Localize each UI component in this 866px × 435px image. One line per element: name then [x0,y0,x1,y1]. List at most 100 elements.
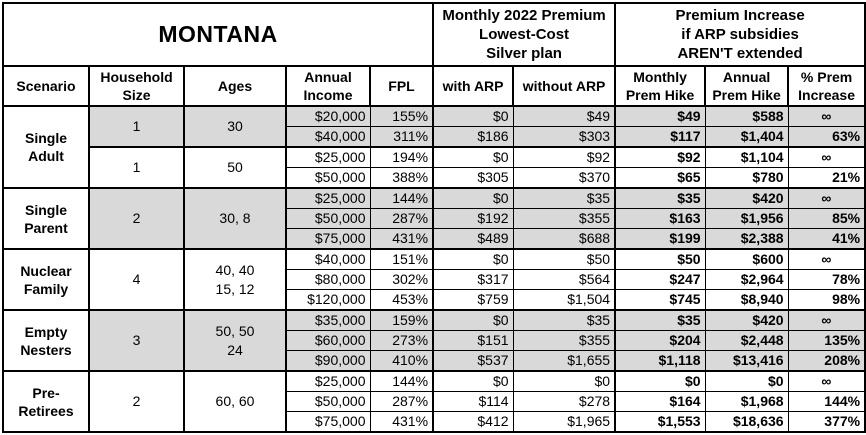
cell-monthly-prem-hike: $163 [614,208,706,229]
cell-without-arp: $564 [512,269,617,290]
col-header-annual-income: Annual Income [285,65,371,107]
cell-household-size: 2 [88,187,185,250]
table-row: 1 50 $25,000 194% $0 $92 $92 $1,104 ∞ [3,146,866,189]
cell-fpl: 410% [369,350,435,372]
cell-annual-prem-hike: $0 [704,370,789,392]
cell-annual-prem-hike: $2,388 [704,228,789,250]
cell-annual-income: $50,000 [285,391,371,412]
cell-pct-prem-increase: 144% [787,391,866,412]
cell-ages: 50, 50 24 [183,309,287,372]
cell-fpl: 311% [369,126,435,148]
cell-with-arp: $114 [432,391,514,412]
cell-with-arp: $317 [432,269,514,290]
cell-fpl: 302% [369,269,435,290]
cell-annual-income: $75,000 [285,228,371,250]
cell-without-arp: $1,504 [512,289,617,311]
cell-pct-prem-increase: 208% [787,350,866,372]
cell-annual-prem-hike: $1,404 [704,126,789,148]
table-row: Single Parent 2 30, 8 $25,000 144% $0 $35 $35 $4… [2,187,866,250]
cell-pct-prem-increase: 377% [787,411,866,433]
table-row: $50,000 287% $114 $278 $164 $1,968 144% [3,391,866,412]
state-title: MONTANA [1,2,435,67]
cell-with-arp: $192 [432,208,514,229]
increase-group-header: Premium Increase if ARP subsidies AREN'T… [614,2,866,67]
cell-without-arp: $1,655 [512,350,617,372]
cell-monthly-prem-hike: $1,118 [614,350,706,372]
cell-annual-income: $50,000 [285,167,371,189]
cell-ages: 30, 8 [183,187,287,250]
cell-pct-prem-increase: 78% [787,269,866,290]
cell-without-arp: $278 [512,391,617,412]
cell-with-arp: $537 [432,350,514,372]
cell-monthly-prem-hike: $65 [614,167,706,189]
col-header-fpl: FPL [368,65,435,107]
cell-without-arp: $355 [512,208,617,229]
cell-monthly-prem-hike: $50 [614,248,706,270]
cell-annual-income: $25,000 [285,370,371,392]
cell-pct-prem-increase: ∞ [787,309,866,331]
cell-annual-income: $90,000 [285,350,371,372]
col-header-with-arp: with ARP [432,65,515,107]
cell-without-arp: $370 [512,167,617,189]
cell-without-arp: $35 [512,309,617,331]
cell-with-arp: $305 [432,167,514,189]
col-header-annual-prem-hike: Annual Prem Hike [704,65,790,107]
cell-monthly-prem-hike: $199 [614,228,706,250]
cell-pct-prem-increase: ∞ [787,248,866,270]
cell-annual-prem-hike: $13,416 [704,350,789,372]
cell-monthly-prem-hike: $92 [614,146,706,168]
cell-annual-prem-hike: $1,968 [704,391,789,412]
cell-without-arp: $1,965 [512,411,617,433]
cell-with-arp: $489 [432,228,514,250]
cell-household-size: 2 [88,370,185,433]
cell-monthly-prem-hike: $247 [614,269,706,290]
cell-without-arp: $35 [512,187,617,209]
cell-monthly-prem-hike: $35 [614,309,706,331]
table-row: Single Adult 1 30 $20,000 155% $0 $49 $49 $588 ∞ [2,105,866,189]
column-header-row: Scenario Household Size Ages Annual Inco… [2,65,866,107]
cell-monthly-prem-hike: $117 [614,126,706,148]
cell-pct-prem-increase: ∞ [787,187,866,209]
col-header-ages: Ages [183,65,287,107]
cell-fpl: 287% [369,391,435,412]
cell-household-size: 1 [88,105,185,148]
cell-fpl: 144% [369,187,435,209]
cell-annual-income: $40,000 [285,126,371,148]
table-row: $80,000 302% $317 $564 $247 $2,964 78% [3,269,866,290]
cell-annual-prem-hike: $420 [704,309,789,331]
cell-without-arp: $50 [512,248,617,270]
table-row: $90,000 410% $537 $1,655 $1,118 $13,416 208% [3,350,866,372]
cell-with-arp: $0 [432,309,514,331]
cell-with-arp: $0 [432,187,514,209]
cell-fpl: 388% [369,167,435,189]
cell-without-arp: $49 [512,105,617,127]
cell-annual-prem-hike: $18,636 [704,411,789,433]
cell-with-arp: $186 [432,126,514,148]
cell-without-arp: $688 [512,228,617,250]
col-header-scenario: Scenario [2,65,90,107]
cell-annual-income: $75,000 [285,411,371,433]
table-row: $50,000 388% $305 $370 $65 $780 21% [3,167,866,189]
cell-annual-income: $25,000 [285,146,371,168]
cell-monthly-prem-hike: $1,553 [614,411,706,433]
col-header-monthly-prem-hike: Monthly Prem Hike [614,65,707,107]
cell-annual-income: $60,000 [285,330,371,351]
col-header-without-arp: without ARP [512,65,617,107]
cell-monthly-prem-hike: $745 [614,289,706,311]
cell-with-arp: $0 [432,370,514,392]
cell-pct-prem-increase: 135% [787,330,866,351]
cell-annual-prem-hike: $420 [704,187,789,209]
col-header-pct-prem-increase: % Prem Increase [787,65,866,107]
table-row: $50,000 287% $192 $355 $163 $1,956 85% [3,208,866,229]
cell-annual-income: $50,000 [285,208,371,229]
table-row: $75,000 431% $412 $1,965 $1,553 $18,636 377% [3,411,866,433]
cell-annual-prem-hike: $600 [704,248,789,270]
cell-scenario: Pre- Retirees [2,370,90,433]
cell-annual-prem-hike: $2,964 [704,269,789,290]
cell-pct-prem-increase: 98% [787,289,866,311]
title-row: MONTANA Monthly 2022 Premium Lowest-Cost… [1,2,866,67]
cell-pct-prem-increase: ∞ [787,370,866,392]
cell-annual-income: $120,000 [285,289,371,311]
cell-annual-income: $40,000 [285,248,371,270]
cell-annual-income: $20,000 [285,105,371,127]
